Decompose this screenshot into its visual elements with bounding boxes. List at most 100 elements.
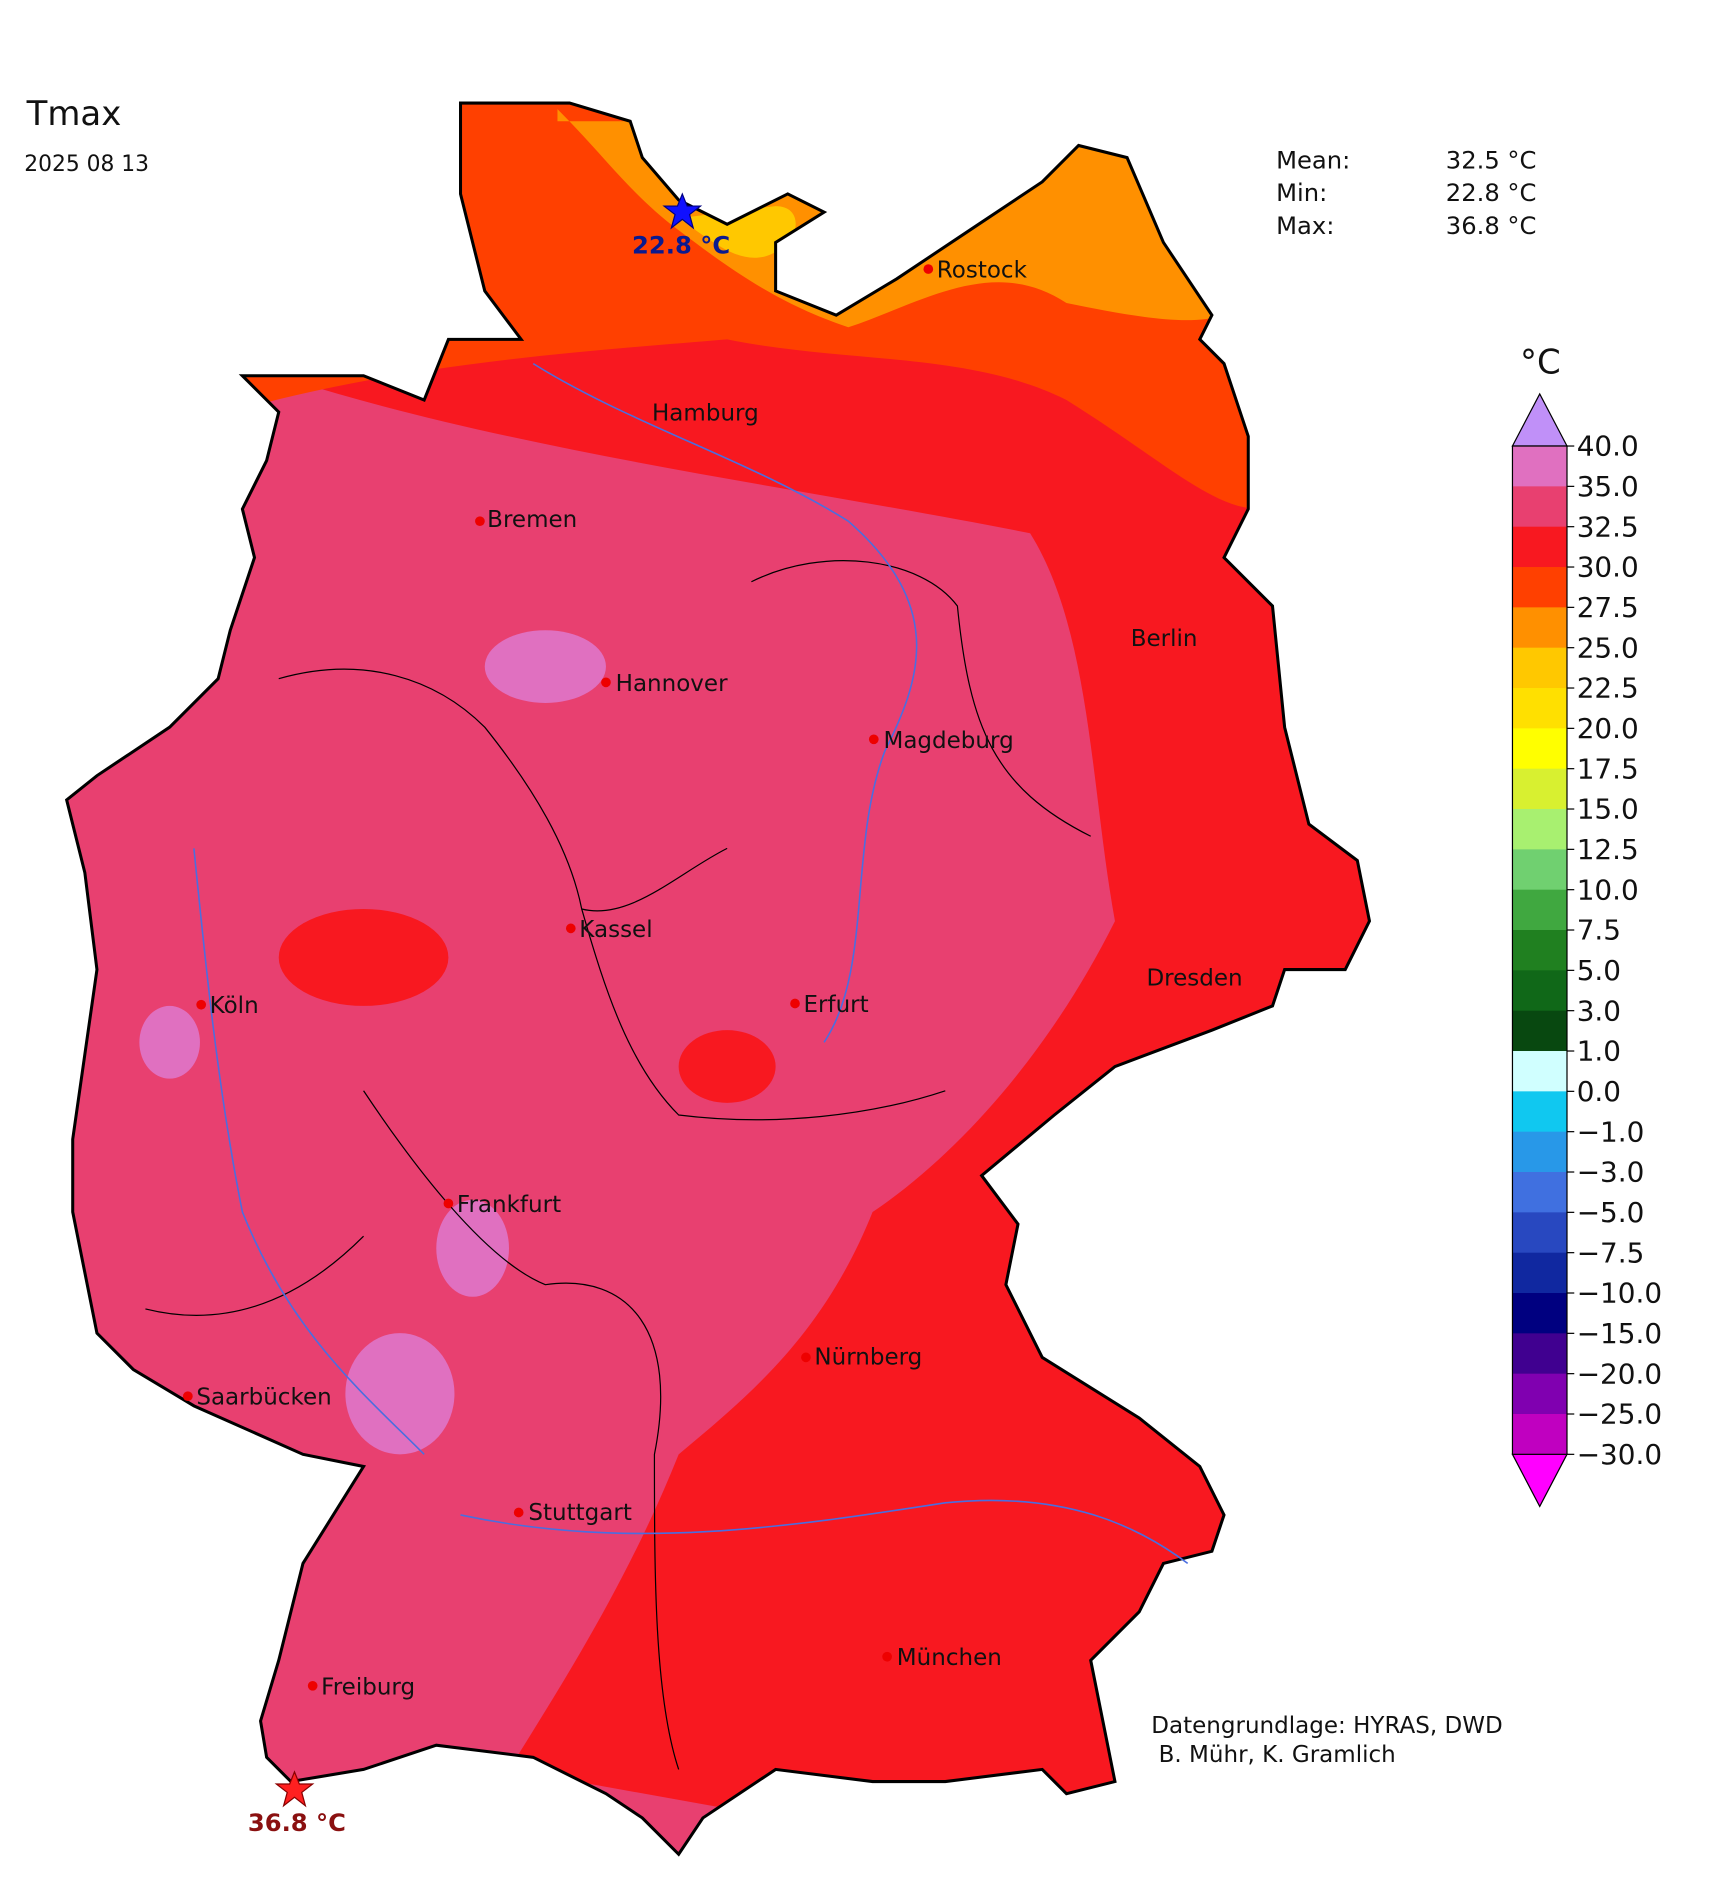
city-label: Stuttgart xyxy=(528,1500,631,1526)
colorbar-segment xyxy=(1512,1252,1567,1294)
state-borders xyxy=(145,560,1091,1770)
city-label: Freiburg xyxy=(321,1674,415,1700)
stat-value: 36.8 °C xyxy=(1446,212,1537,240)
city-label: Berlin xyxy=(1131,626,1198,652)
city-dot xyxy=(868,734,879,745)
colorbar-label: −25.0 xyxy=(1577,1398,1662,1431)
city-dot xyxy=(475,516,485,527)
city-dot xyxy=(923,264,934,274)
city-label: Hamburg xyxy=(652,401,759,427)
colorbar-label: 12.5 xyxy=(1577,833,1639,866)
colorbar-label: −30.0 xyxy=(1577,1438,1662,1471)
colorbar-extend xyxy=(1511,392,1568,447)
stat-value: 32.5 °C xyxy=(1446,147,1537,175)
colorbar-extend xyxy=(1511,1453,1568,1508)
colorbar-label: 10.0 xyxy=(1577,873,1639,906)
city-dot xyxy=(513,1507,524,1518)
colorbar-label: −1.0 xyxy=(1577,1115,1645,1148)
colorbar-segment xyxy=(1512,446,1567,487)
colorbar-segment xyxy=(1512,526,1567,568)
stat-label: Min: xyxy=(1276,179,1327,207)
city-label: Dresden xyxy=(1146,965,1242,991)
min-label: 22.8 °C xyxy=(632,231,730,259)
colorbar-label: 25.0 xyxy=(1577,631,1639,664)
cities: Rostock Hamburg Bremen Berlin Hannover M… xyxy=(182,258,1243,1700)
colorbar-label: 3.0 xyxy=(1577,994,1621,1027)
city-dot xyxy=(443,1198,454,1209)
colorbar-segment xyxy=(1512,1010,1567,1052)
stat-label: Mean: xyxy=(1276,147,1350,175)
colorbar-label: −7.5 xyxy=(1577,1236,1645,1269)
colorbar-segment xyxy=(1512,849,1567,891)
colorbar-segment xyxy=(1512,647,1567,689)
colorbar-label: 1.0 xyxy=(1577,1035,1621,1068)
colorbar-segment xyxy=(1512,1293,1567,1334)
colorbar-label: 40.0 xyxy=(1577,430,1639,463)
city-label: Frankfurt xyxy=(457,1192,561,1218)
colorbar-label: 30.0 xyxy=(1577,551,1639,584)
max-marker xyxy=(274,1770,315,1808)
city-label: Saarbücken xyxy=(196,1385,331,1411)
colorbar-segment xyxy=(1512,607,1567,649)
colorbar-segment xyxy=(1512,1051,1567,1092)
city-label: Rostock xyxy=(937,258,1028,284)
colorbar-frame xyxy=(1511,445,1568,1455)
colorbar-segment xyxy=(1512,809,1567,850)
temperature-field xyxy=(66,103,1370,1855)
colorbar-label: −10.0 xyxy=(1577,1277,1662,1310)
colorbar-segment xyxy=(1512,930,1567,971)
colorbar-label: 32.5 xyxy=(1577,510,1639,543)
city-label: Nürnberg xyxy=(814,1345,922,1371)
colorbar-label: 22.5 xyxy=(1577,672,1639,705)
city-dot xyxy=(182,1391,193,1402)
colorbar-segment xyxy=(1512,728,1567,770)
colorbar-label: 5.0 xyxy=(1577,954,1621,987)
stat-label: Max: xyxy=(1276,212,1334,240)
colorbar-label: −5.0 xyxy=(1577,1196,1645,1229)
colorbar-label: −20.0 xyxy=(1577,1357,1662,1390)
colorbar-label: 15.0 xyxy=(1577,793,1639,826)
credit: B. Mühr, K. Gramlich xyxy=(1151,1742,1395,1768)
colorbar-segment xyxy=(1512,688,1567,729)
title: Tmax xyxy=(26,95,122,134)
max-label: 36.8 °C xyxy=(248,1809,346,1837)
city-dot xyxy=(307,1680,318,1691)
colorbar-label: 0.0 xyxy=(1577,1075,1621,1108)
colorbar-segment xyxy=(1512,1373,1567,1415)
stat-value: 22.8 °C xyxy=(1446,179,1537,207)
date: 2025 08 13 xyxy=(24,152,149,177)
city-dot xyxy=(801,1352,811,1363)
credit: Datengrundlage: HYRAS, DWD xyxy=(1151,1713,1502,1739)
colorbar-segment xyxy=(1512,1333,1567,1375)
city-label: Hannover xyxy=(616,671,728,697)
colorbar-segment xyxy=(1512,1414,1567,1455)
rivers xyxy=(193,362,1189,1565)
colorbar-segment xyxy=(1512,889,1567,931)
colorbar-label: 7.5 xyxy=(1577,914,1621,947)
colorbar: 40.0 35.0 32.5 30.0 27.5 25.0 22.5 20.0 17.5 15.0… xyxy=(1511,392,1662,1508)
colorbar-segment xyxy=(1512,970,1567,1012)
city-label: München xyxy=(897,1645,1002,1671)
colorbar-segment xyxy=(1512,1172,1567,1213)
city-dot xyxy=(790,998,800,1009)
city-label: Köln xyxy=(210,993,259,1019)
colorbar-unit: °C xyxy=(1520,343,1561,382)
city-label: Erfurt xyxy=(803,992,868,1018)
colorbar-segment xyxy=(1512,486,1567,528)
colorbar-segment xyxy=(1512,567,1567,608)
city-dot xyxy=(601,677,611,688)
colorbar-label: 35.0 xyxy=(1577,470,1639,503)
city-label: Bremen xyxy=(487,507,577,533)
colorbar-label: 17.5 xyxy=(1577,752,1639,785)
city-label: Magdeburg xyxy=(883,728,1013,754)
colorbar-label: −3.0 xyxy=(1577,1156,1645,1189)
colorbar-segment xyxy=(1512,1131,1567,1173)
city-label: Kassel xyxy=(579,917,652,943)
colorbar-segment xyxy=(1512,1212,1567,1254)
min-marker xyxy=(662,192,703,230)
colorbar-segment xyxy=(1512,768,1567,810)
stats: Mean: 32.5 °C Min: 22.8 °C Max: 36.8 °C xyxy=(1276,147,1536,240)
city-dot xyxy=(882,1651,892,1662)
colorbar-segment xyxy=(1512,1091,1567,1133)
colorbar-label: 27.5 xyxy=(1577,591,1639,624)
